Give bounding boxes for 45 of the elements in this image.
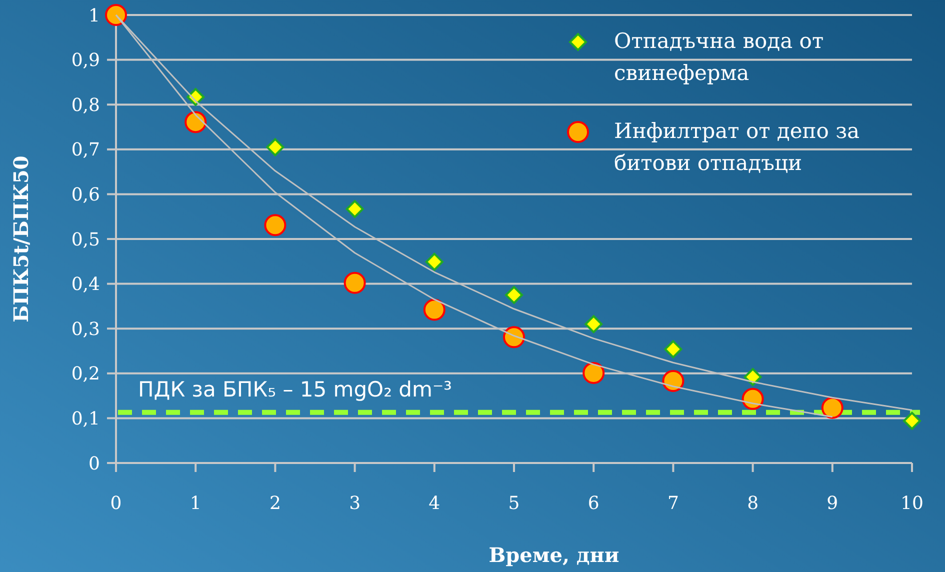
x-tick-label: 0 xyxy=(110,493,122,514)
ref-line-label: ПДК за БПК₅ – 15 mgO₂ dm⁻³ xyxy=(138,377,452,402)
y-tick-label: 0,4 xyxy=(71,274,100,296)
legend-label: Отпадъчна вода от свинеферма xyxy=(614,29,824,85)
y-axis-title: БПК5t/БПК50 xyxy=(9,156,33,322)
point xyxy=(105,4,127,26)
x-tick-label: 5 xyxy=(508,493,520,514)
x-tick-label: 9 xyxy=(826,493,838,514)
x-tick-label: 2 xyxy=(269,493,281,514)
point xyxy=(505,286,523,304)
point xyxy=(582,362,605,384)
y-tick-label: 0,9 xyxy=(71,50,100,72)
x-tick-label: 4 xyxy=(428,493,440,514)
x-tick-label: 10 xyxy=(900,493,924,514)
point xyxy=(346,200,364,218)
point xyxy=(425,252,444,271)
point xyxy=(423,298,446,321)
point xyxy=(503,326,525,348)
point xyxy=(584,315,603,334)
point xyxy=(742,388,764,410)
point xyxy=(264,214,286,236)
y-tick-label: 0,8 xyxy=(71,94,100,116)
legend-label: Инфилтрат от депо за битови отпадъци xyxy=(614,119,860,175)
y-tick-label: 0,5 xyxy=(71,229,100,250)
x-tick-label: 7 xyxy=(667,493,679,514)
x-tick-label: 6 xyxy=(588,493,600,514)
point xyxy=(903,412,921,430)
point xyxy=(266,138,284,156)
y-tick-label: 0,3 xyxy=(71,318,100,340)
point xyxy=(821,396,844,419)
x-tick-label: 8 xyxy=(747,493,759,514)
y-tick-label: 0,7 xyxy=(71,140,100,161)
y-tick-label: 1 xyxy=(88,5,100,26)
point xyxy=(662,370,684,392)
x-tick-label: 3 xyxy=(349,493,361,514)
y-tick-label: 0,6 xyxy=(71,184,100,206)
point xyxy=(744,368,762,386)
y-tick-label: 0 xyxy=(88,453,100,474)
point xyxy=(344,272,366,294)
x-axis-title: Време, дни xyxy=(488,543,620,567)
x-tick-label: 1 xyxy=(190,493,202,514)
point xyxy=(184,111,207,134)
y-tick-label: 0,2 xyxy=(71,364,100,385)
y-tick-label: 0,1 xyxy=(71,408,100,430)
point xyxy=(664,340,682,358)
